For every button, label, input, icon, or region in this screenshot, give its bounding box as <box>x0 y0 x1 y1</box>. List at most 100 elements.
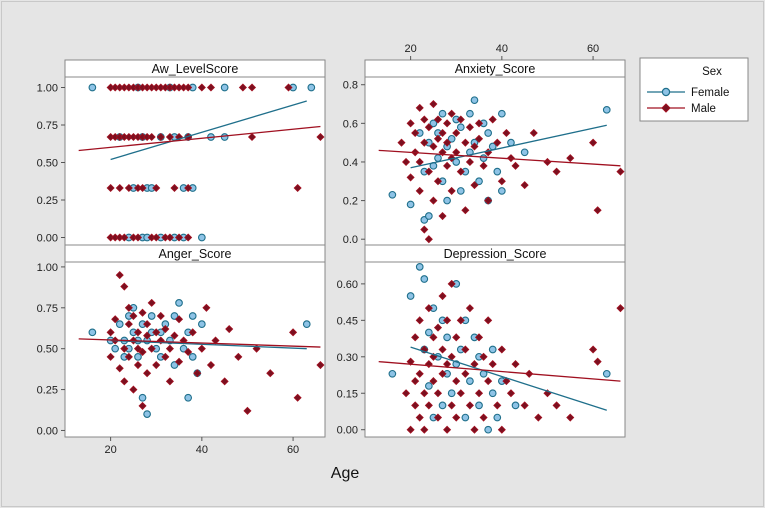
anger-score-point-male <box>225 325 234 334</box>
anger-score-point-male <box>147 298 156 307</box>
aw-levelscore-point-male <box>165 132 174 142</box>
aw-levelscore-point-male <box>174 233 184 242</box>
depression-score-point-male <box>411 333 420 342</box>
aw-levelscore-point-male <box>284 83 293 92</box>
anger-score-point-female <box>170 361 179 369</box>
depression-score-point-male <box>474 333 484 342</box>
x-axis-label: Age <box>331 465 360 482</box>
anger-score-point-male <box>147 344 156 353</box>
depression-score-point-male <box>411 401 420 410</box>
anxiety-score-point-male <box>420 225 429 234</box>
anger-score-point-female <box>138 393 147 402</box>
anxiety-score-point-male <box>420 115 429 124</box>
anxiety-score-point-female <box>479 154 488 162</box>
anger-score-point-male <box>193 369 202 378</box>
depression-score-y-tick-label: 0.45 <box>337 315 358 327</box>
depression-score-point-male <box>420 345 429 354</box>
depression-score-point-female <box>425 328 433 337</box>
depression-score-point-male <box>534 413 543 422</box>
anger-score-x-tick-label: 20 <box>104 444 116 456</box>
legend-title: Sex <box>702 66 722 78</box>
anger-score-point-male <box>293 393 302 402</box>
anxiety-score-point-male <box>461 138 470 147</box>
legend-box <box>639 57 749 122</box>
anxiety-score-point-female <box>443 196 451 205</box>
aw-levelscore-point-male <box>152 233 161 242</box>
depression-score-point-male <box>443 425 452 434</box>
depression-score-fit-line-male <box>378 361 621 382</box>
anxiety-score-point-male <box>429 99 438 109</box>
anger-score-point-male <box>133 361 143 370</box>
anger-score-point-female <box>143 410 151 418</box>
anxiety-score-point-female <box>602 105 611 114</box>
depression-score-point-male <box>420 389 429 398</box>
anxiety-score-point-male <box>443 119 452 128</box>
anxiety-score-point-male <box>447 109 456 118</box>
anxiety-score-point-male <box>424 235 433 244</box>
anger-score-point-male <box>124 352 133 361</box>
anger-score-point-male <box>156 311 165 321</box>
panel-anxiety-score-title-strip <box>364 59 626 78</box>
aw-levelscore-point-female <box>197 233 206 242</box>
depression-score-point-male <box>415 413 424 422</box>
anxiety-score-x-tick-label: 20 <box>404 43 416 55</box>
anger-score-point-male <box>138 401 147 410</box>
depression-score-y-tick-label: 0.15 <box>337 388 358 400</box>
anger-score-point-male <box>206 361 216 370</box>
anxiety-score-y-tick-label: 0.4 <box>343 157 358 169</box>
anxiety-score-x-tick-label: 60 <box>587 43 599 55</box>
anger-score-point-male <box>106 328 115 337</box>
depression-score-point-male <box>511 360 520 369</box>
aw-levelscore-point-male <box>238 83 247 92</box>
anxiety-score-point-male <box>520 181 529 190</box>
anger-score-point-male <box>120 344 129 353</box>
anger-score-point-female <box>188 312 197 320</box>
anger-score-fit-line-female <box>110 339 307 350</box>
anxiety-score-fit-line-female <box>410 124 607 169</box>
anger-score-point-male <box>165 344 174 353</box>
anxiety-score-point-male <box>479 161 488 170</box>
depression-score-point-male <box>593 357 602 366</box>
depression-score-point-male <box>452 333 461 342</box>
anxiety-score-point-female <box>466 109 474 118</box>
depression-score-point-male <box>411 377 420 386</box>
anxiety-score-point-female <box>497 109 506 118</box>
panel-depression-score-title-strip <box>364 244 626 263</box>
depression-score-y-tick-label: 0.00 <box>337 425 358 437</box>
aw-levelscore-point-male <box>124 183 133 193</box>
depression-score-point-female <box>461 413 470 422</box>
aw-levelscore-point-male <box>106 183 115 193</box>
anxiety-score-y-tick-label: 0.0 <box>343 234 358 246</box>
anxiety-score-point-male <box>493 138 502 147</box>
aw-levelscore-point-female <box>88 83 97 92</box>
anxiety-score-point-male <box>589 138 598 147</box>
anxiety-score-x-tick-label: 40 <box>496 43 508 55</box>
anxiety-score-point-male <box>424 123 433 132</box>
legend-male-marker <box>661 103 671 113</box>
anger-score-point-male <box>115 364 124 373</box>
anxiety-score-point-male <box>433 177 443 186</box>
depression-score-point-male <box>452 413 461 422</box>
anger-score-point-male <box>120 282 129 291</box>
anxiety-score-point-female <box>447 134 456 143</box>
depression-score-point-male <box>415 369 424 378</box>
anxiety-score-point-male <box>456 167 465 176</box>
anxiety-score-point-male <box>616 167 625 176</box>
aw-levelscore-point-male <box>197 83 206 92</box>
depression-score-point-male <box>438 345 447 354</box>
aw-levelscore-point-male <box>133 233 143 242</box>
anger-score-point-male <box>252 344 261 353</box>
anxiety-score-point-male <box>502 128 511 138</box>
panel-aw-levelscore-plot-area <box>64 76 326 246</box>
depression-score-point-female <box>438 401 447 410</box>
anxiety-score-point-female <box>493 167 502 176</box>
anxiety-score-point-male <box>433 134 443 143</box>
aw-levelscore-point-male <box>147 132 156 142</box>
aw-levelscore-y-tick-label: 0.25 <box>37 195 58 207</box>
anxiety-score-point-male <box>452 128 461 138</box>
anxiety-score-point-female <box>484 129 493 137</box>
anxiety-score-point-male <box>474 119 484 128</box>
aw-levelscore-point-male <box>184 83 193 92</box>
legend: Sex Female Male <box>639 57 749 122</box>
